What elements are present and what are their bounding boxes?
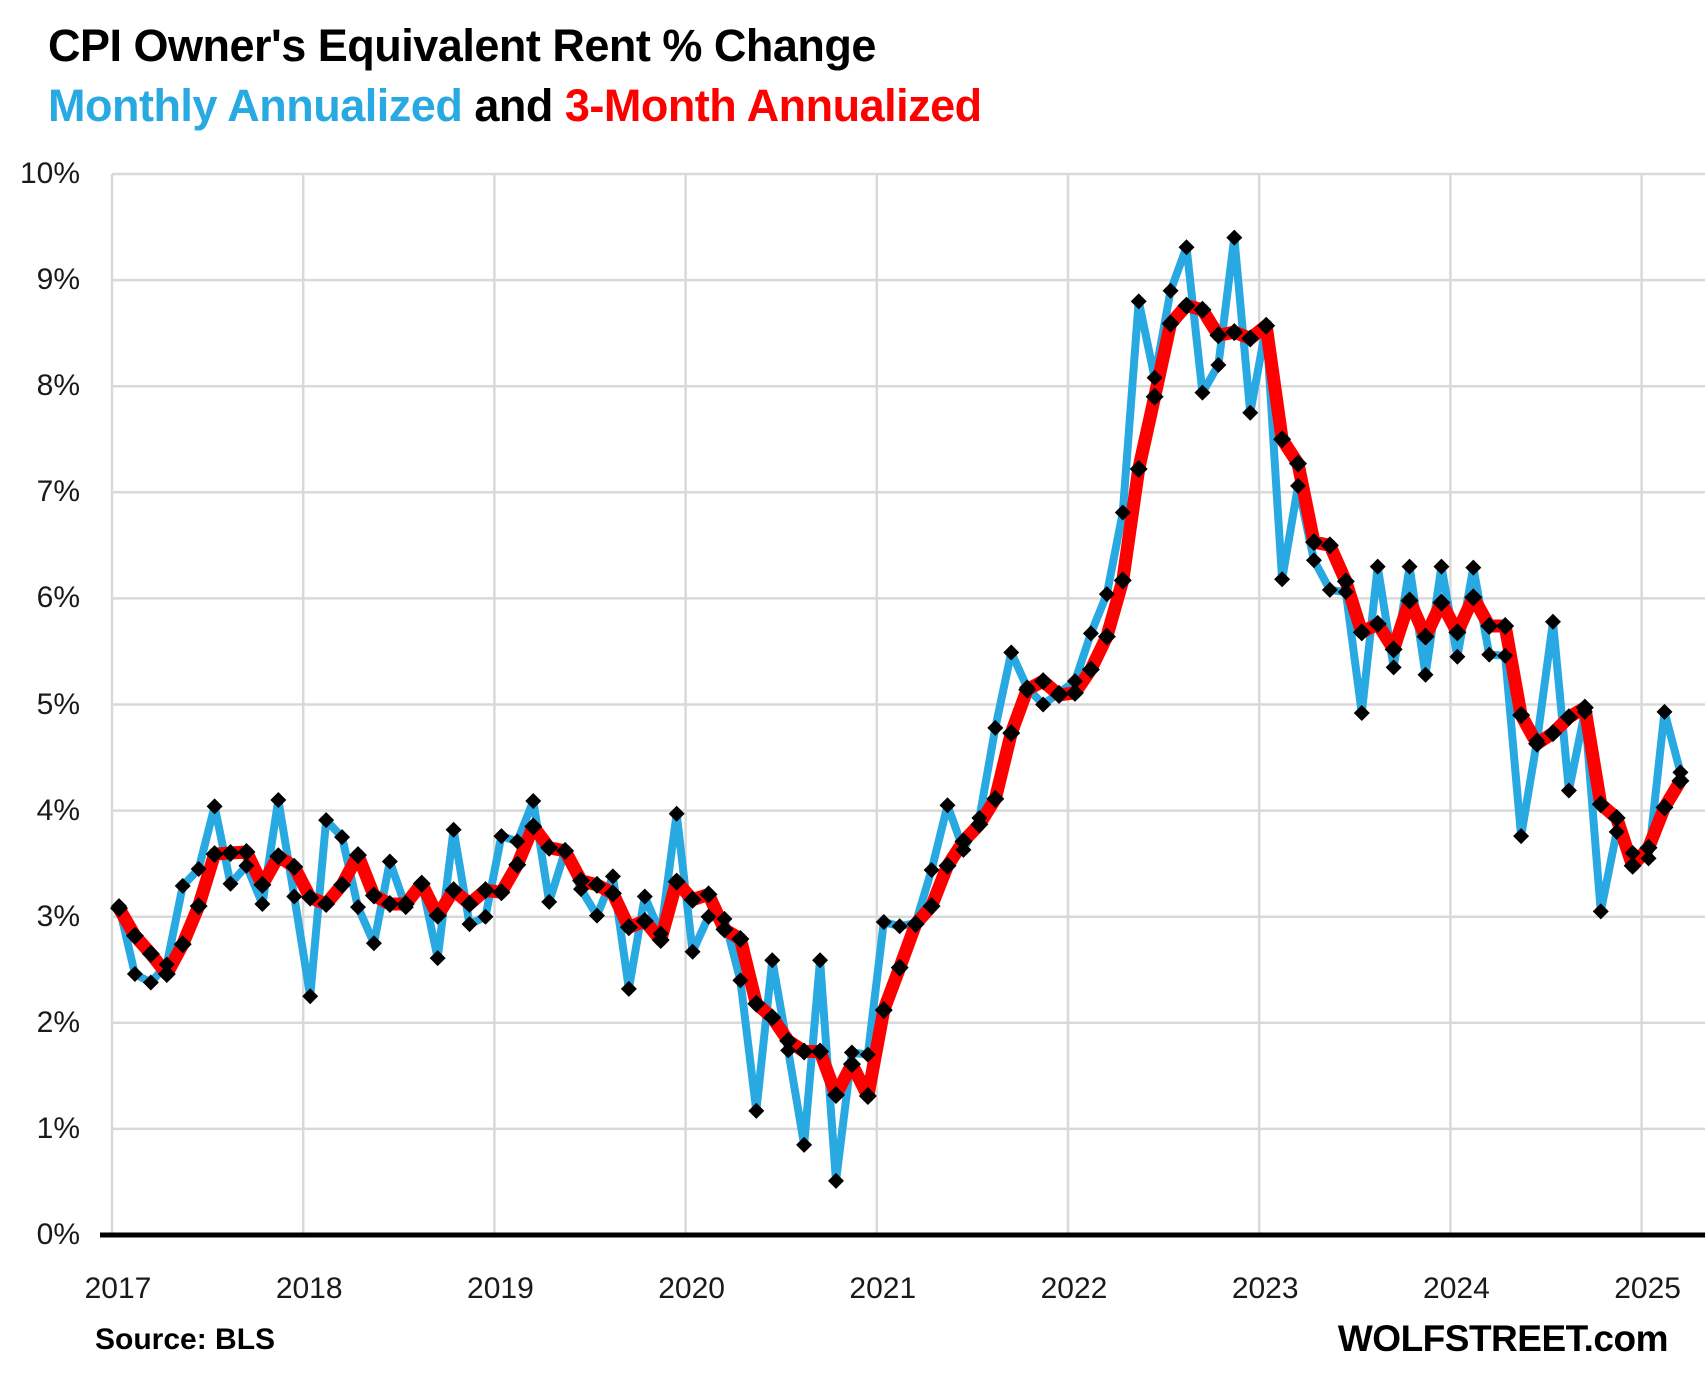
y-axis-tick-label: 0% <box>36 1218 80 1251</box>
y-axis-tick-label: 1% <box>36 1111 80 1145</box>
chart-header: CPI Owner's Equivalent Rent % Change Mon… <box>48 20 982 132</box>
x-axis-tick-label: 2020 <box>658 1272 725 1305</box>
x-axis-tick-label: 2019 <box>467 1272 534 1305</box>
source-note: Source: BLS <box>95 1323 276 1356</box>
y-axis-tick-label: 10% <box>19 157 80 190</box>
series-line-3month-annualized <box>112 299 1687 1103</box>
x-axis-tick-label: 2018 <box>275 1272 343 1305</box>
chart-title: CPI Owner's Equivalent Rent % Change <box>48 20 876 71</box>
y-axis-tick-label: 8% <box>36 369 80 403</box>
markers-monthly-annualized <box>111 229 1689 1189</box>
x-axis-tick-label: 2024 <box>1423 1272 1490 1305</box>
series-line-monthly-annualized <box>115 233 1685 1185</box>
y-axis-tick-label: 7% <box>36 475 80 509</box>
x-axis-tick-label: 2022 <box>1040 1272 1108 1305</box>
x-axis-tick-label: 2025 <box>1614 1272 1681 1305</box>
y-axis-tick-label: 4% <box>36 793 80 827</box>
x-axis-tick-label: 2021 <box>849 1272 917 1305</box>
chart-subtitle-legend: Monthly Annualized and 3-Month Annualize… <box>48 80 982 132</box>
y-axis-tick-label: 2% <box>36 1005 80 1039</box>
y-axis-tick-label: 6% <box>36 581 80 615</box>
legend-3month-annualized: 3-Month Annualized <box>564 79 982 131</box>
y-axis-tick-label: 3% <box>36 899 80 933</box>
site-brand: WOLFSTREET.com <box>1337 1318 1669 1359</box>
legend-monthly-annualized: Monthly Annualized <box>48 79 463 131</box>
y-axis-tick-label: 5% <box>36 687 80 721</box>
x-axis-tick-label: 2023 <box>1231 1272 1299 1305</box>
y-axis-tick-label: 9% <box>36 263 80 297</box>
legend-and-text: and <box>462 79 565 131</box>
x-axis-tick-label: 2017 <box>84 1272 152 1305</box>
